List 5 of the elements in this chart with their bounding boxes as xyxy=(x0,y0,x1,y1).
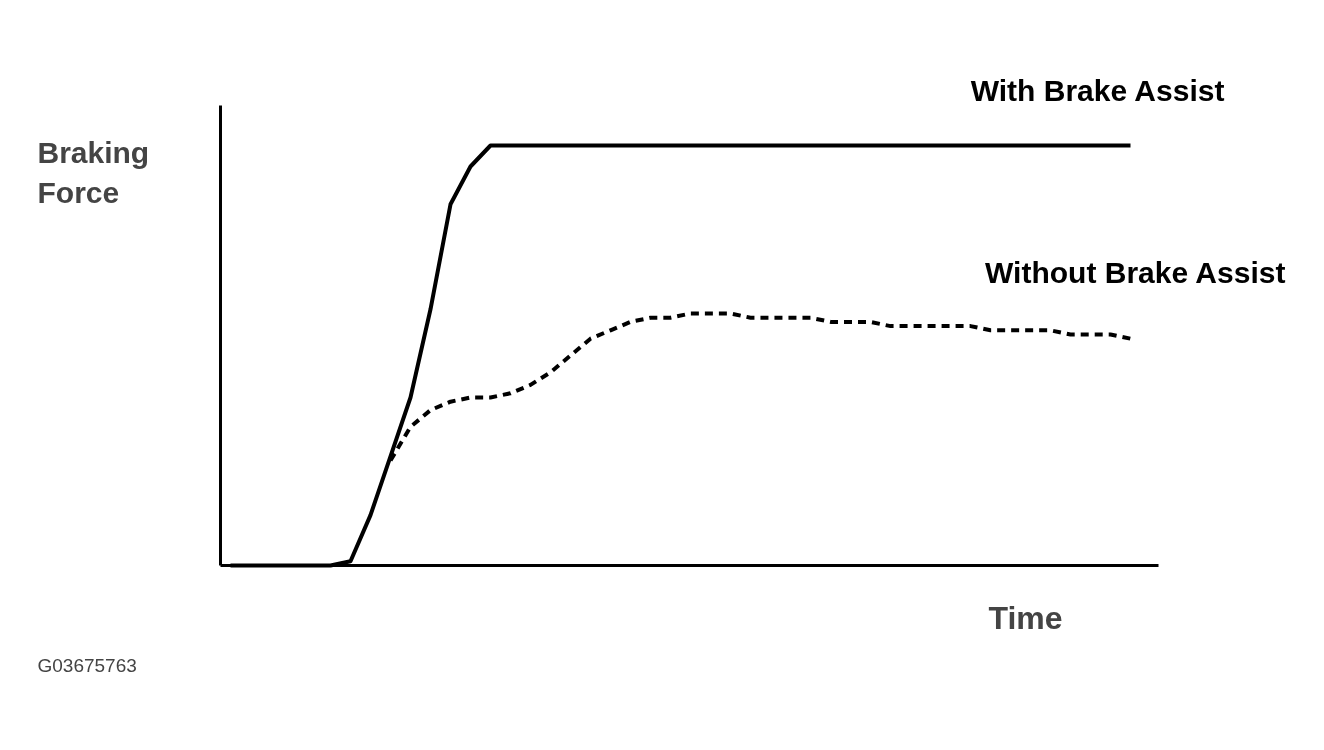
series-label: With Brake Assist xyxy=(970,74,1225,107)
series-label: Without Brake Assist xyxy=(985,256,1286,289)
y-axis-title: Braking Force xyxy=(37,136,150,209)
x-axis-title: Time xyxy=(988,599,1063,636)
text: G03675763 xyxy=(37,655,137,676)
